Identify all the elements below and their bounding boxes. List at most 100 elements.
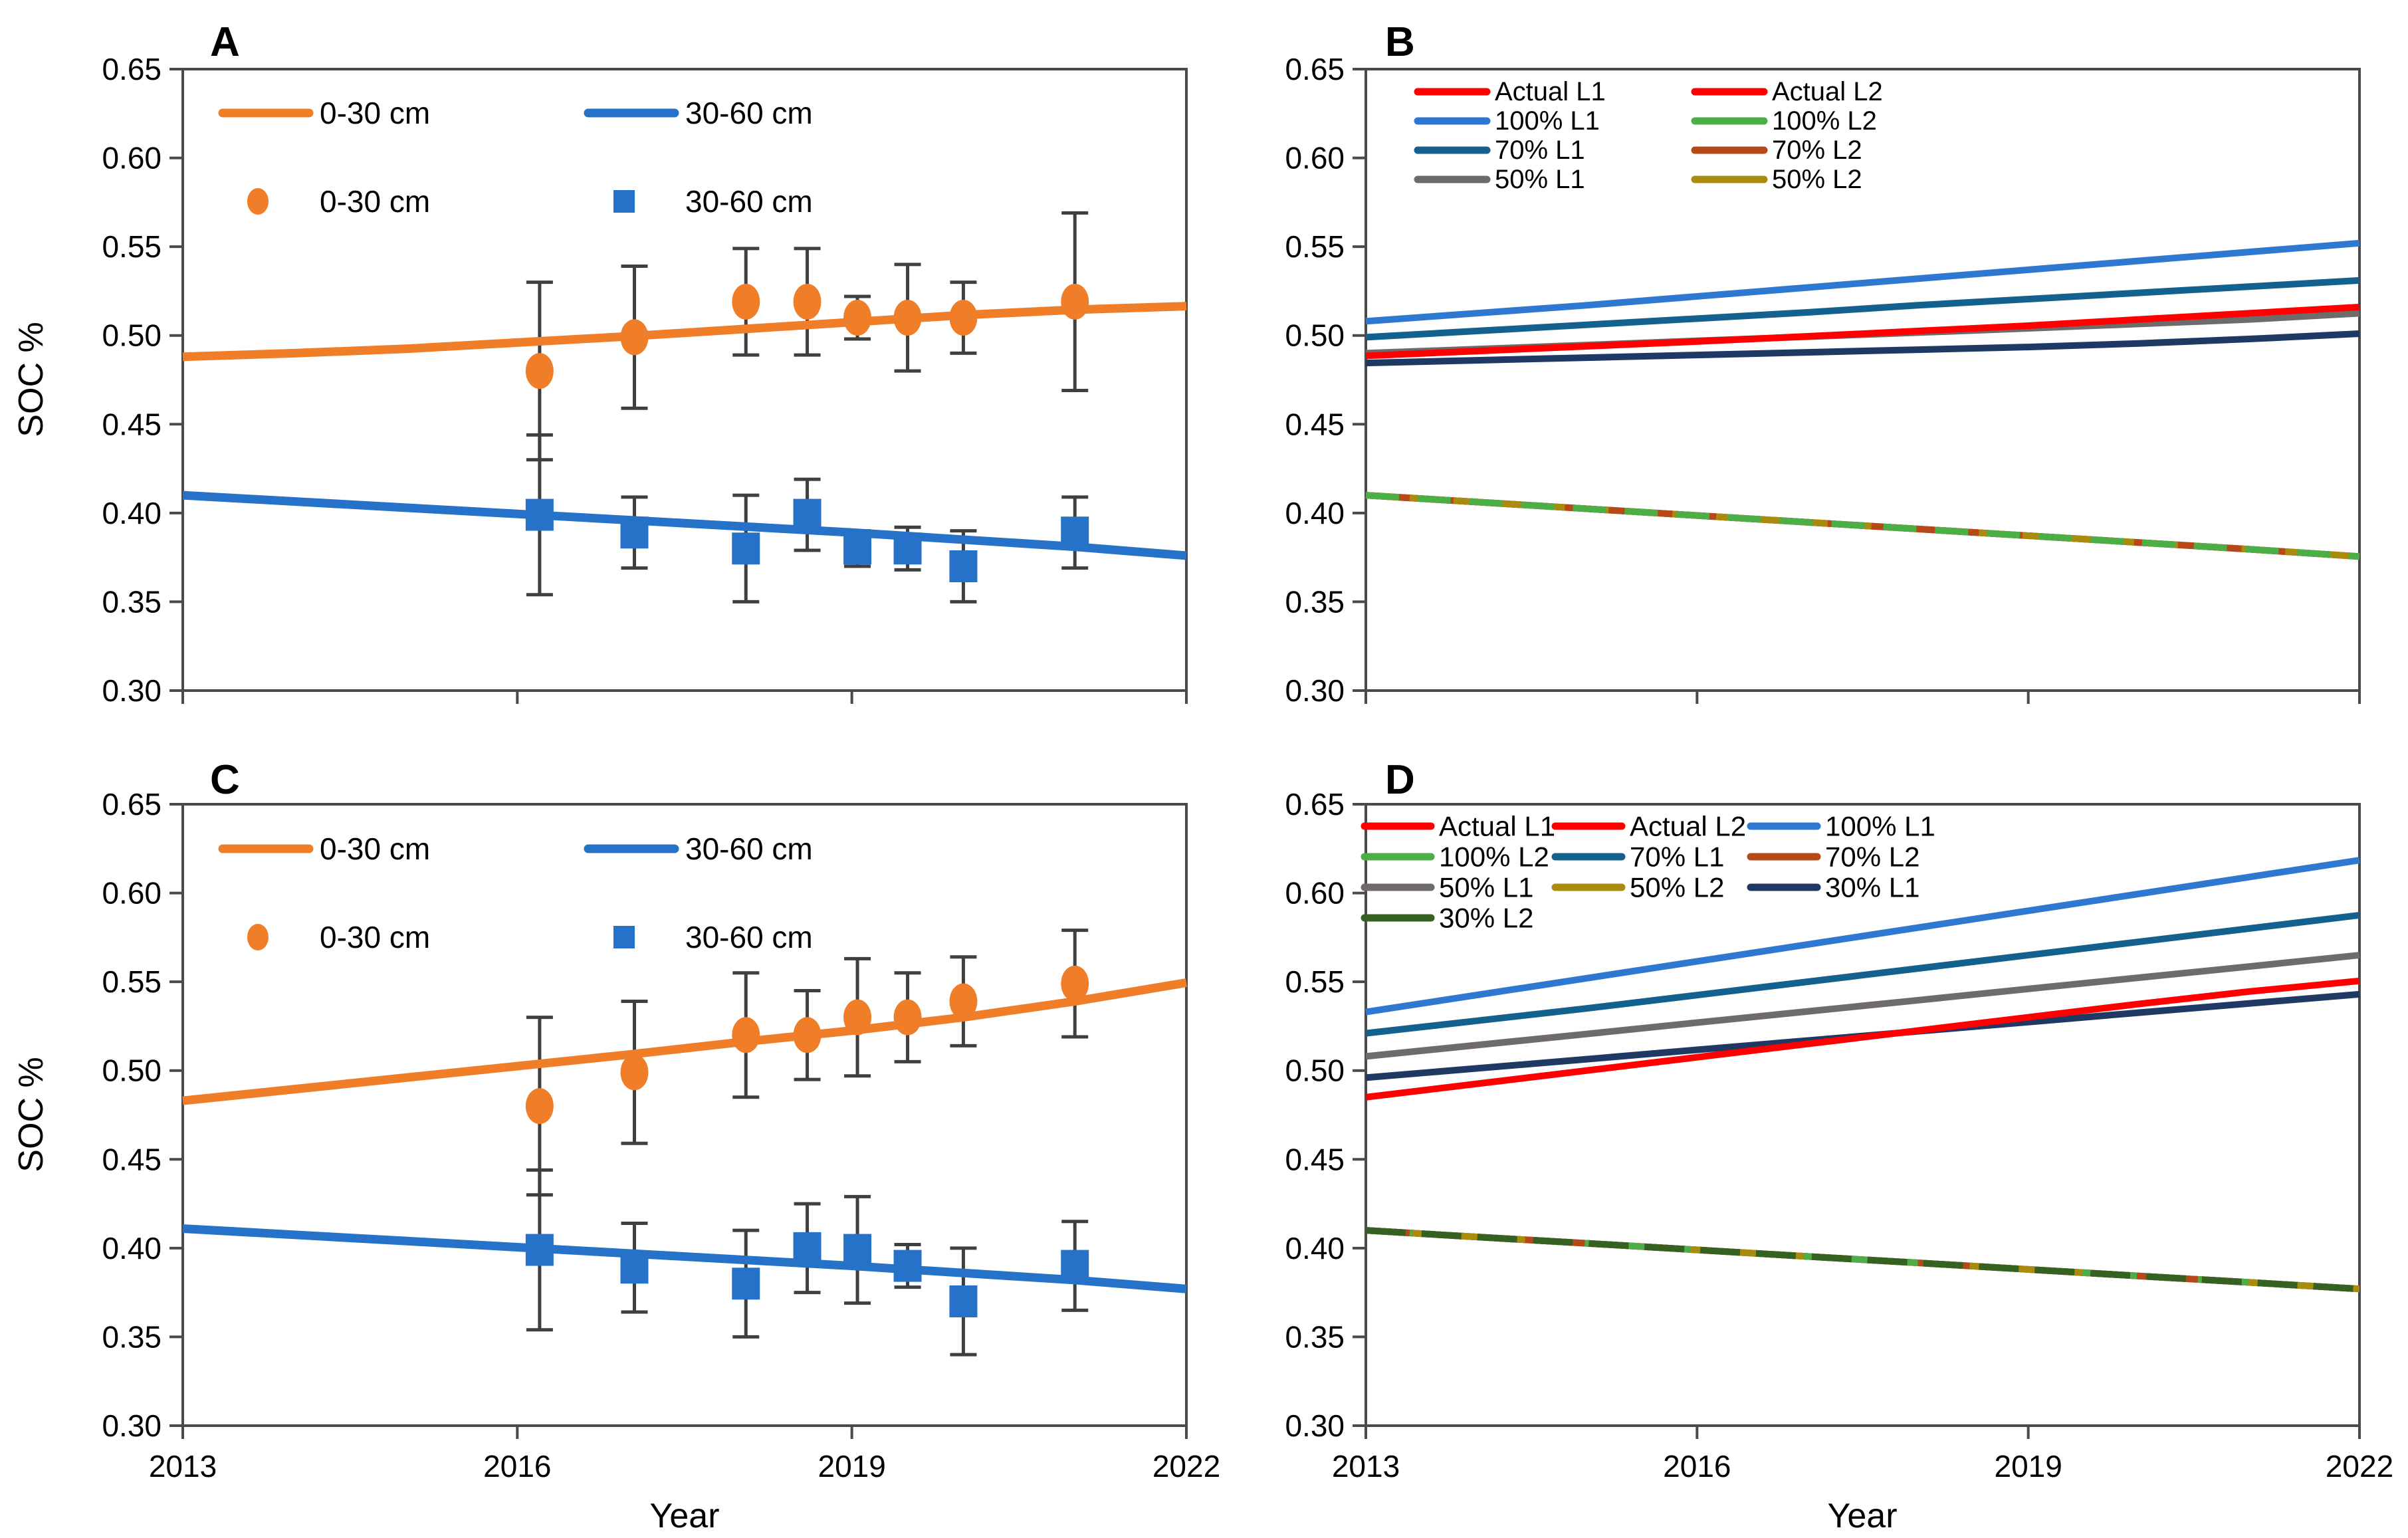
y-tick-label: 0.45 [1285,1142,1345,1176]
marker-square [1061,516,1089,549]
marker-circle [843,999,872,1036]
y-tick-label: 0.60 [1285,876,1345,911]
marker-circle [1061,283,1089,320]
marker-square [793,498,821,531]
y-tick-label: 0.30 [102,1408,162,1443]
marker-circle [525,353,554,389]
x-tick-label: 2019 [1994,1449,2062,1483]
y-tick-label: 0.35 [102,1319,162,1354]
y-tick-label: 0.55 [1285,229,1345,264]
x-axis-title-panel-d: Year [1827,1497,1897,1535]
legend-square-swatch [613,926,635,948]
marker-circle [1061,965,1089,1002]
marker-circle [949,983,978,1020]
plot-border-B [1365,68,2361,692]
x-tick-label: 2013 [149,1449,217,1483]
legend-label: 0-30 cm [320,184,430,219]
marker-square [949,550,978,582]
legend-C: 0-30 cm 30-60 cm 0-30 cm 30-60 cm [218,831,813,954]
legend-circle-swatch [247,188,269,215]
legend-label: 0-30 cm [320,920,430,954]
panel-a-letter: A [210,19,240,65]
y-tick-label: 0.55 [102,964,162,999]
marker-square [525,498,554,531]
y-tick-label: 0.65 [1285,787,1345,822]
y-tick-label: 0.55 [1285,964,1345,999]
legend-label: 0-30 cm [320,96,430,130]
y-tick-label: 0.50 [1285,318,1345,353]
legend-A: 0-30 cm 30-60 cm 0-30 cm 30-60 cm [218,96,813,219]
series-line-70-L1 [1365,912,2360,1037]
legend-label: 100% L2 [1772,106,1877,136]
legend-label: 50% L1 [1439,872,1533,903]
series-line-70-L1 [1365,276,2360,341]
legend-label: 70% L2 [1772,136,1862,165]
legend-label: 50% L2 [1772,165,1862,194]
y-tick-label: 0.35 [102,584,162,619]
panel-A: 0.30 0.35 0.40 0.45 0.50 0.55 0.60 0.65 0-30 cm 3… [102,52,1188,708]
legend-label: 70% L2 [1825,841,1919,873]
series-line-100-L2 [1365,1227,2360,1293]
y-tick-label: 0.35 [1285,1319,1345,1354]
y-tick-label: 0.30 [1285,1408,1345,1443]
y-tick-label: 0.30 [1285,673,1345,708]
marker-square [843,532,872,565]
legend-label: 0-30 cm [320,831,430,866]
marker-circle [732,1017,760,1053]
y-tick-label: 0.60 [102,876,162,911]
marker-square [949,1285,978,1317]
legend-label: 100% L1 [1825,811,1935,842]
y-tick-label: 0.45 [1285,407,1345,441]
y-tick-label: 0.50 [102,318,162,353]
marker-square [843,1234,872,1266]
x-tick-label: 2022 [2326,1449,2393,1483]
legend-label: 70% L1 [1495,136,1585,165]
series-line-30-60-cm-simulated [182,1224,1187,1293]
marker-circle [893,999,922,1036]
legend-label: 100% L2 [1439,841,1549,873]
series-line-0-30-cm-simulated [182,302,1187,362]
y-tick-label: 0.50 [102,1053,162,1088]
legend-label: 70% L1 [1630,841,1724,873]
series-line-50-L1 [1365,952,2360,1060]
y-tick-label: 0.65 [102,787,162,822]
panel-c-letter: C [210,757,240,803]
y-tick-label: 0.40 [1285,496,1345,530]
legend-label: 30% L1 [1825,872,1919,903]
x-axis-title-panel-c: Year [649,1497,719,1535]
legend-label: 50% L1 [1495,165,1585,194]
marker-square [793,1232,821,1264]
series-line-100-L2 [1365,492,2360,560]
marker-circle [620,319,649,356]
y-tick-label: 0.45 [102,1142,162,1176]
series-line-100-L1 [1365,239,2360,325]
marker-circle [793,283,821,320]
y-tick-label: 0.60 [102,141,162,175]
marker-square [620,516,649,549]
legend-label: Actual L2 [1772,77,1883,106]
y-tick-label: 0.45 [102,407,162,441]
x-tick-label: 2016 [1663,1449,1731,1483]
series-line-Actual-L1 [1365,977,2360,1101]
legend-D: Actual L1 Actual L2 100% L1 100% L2 70% L1 70… [1361,811,1935,934]
marker-square [732,532,760,565]
y-tick-label: 0.35 [1285,584,1345,619]
panel-d-letter: D [1385,757,1415,803]
legend-circle-swatch [247,924,269,950]
marker-circle [732,283,760,320]
y-tick-label: 0.40 [1285,1231,1345,1265]
y-tick-label: 0.55 [102,229,162,264]
legend-label: 30-60 cm [685,831,813,866]
plot-border-D [1365,803,2361,1427]
marker-circle [843,300,872,336]
y-tick-label: 0.65 [1285,52,1345,86]
panel-C: 0.30 0.35 0.40 0.45 0.50 0.55 0.60 0.65 2013 2016… [102,787,1220,1483]
plot-border-A [181,68,1188,692]
y-axis-title-panel-c: SOC % [12,1057,51,1172]
y-tick-label: 0.65 [102,52,162,86]
marker-square [1061,1250,1089,1282]
panel-B: 0.30 0.35 0.40 0.45 0.50 0.55 0.60 0.65 Actual L… [1285,52,2361,708]
marker-circle [949,300,978,336]
series-line-30-60-cm-simulated [182,491,1187,560]
